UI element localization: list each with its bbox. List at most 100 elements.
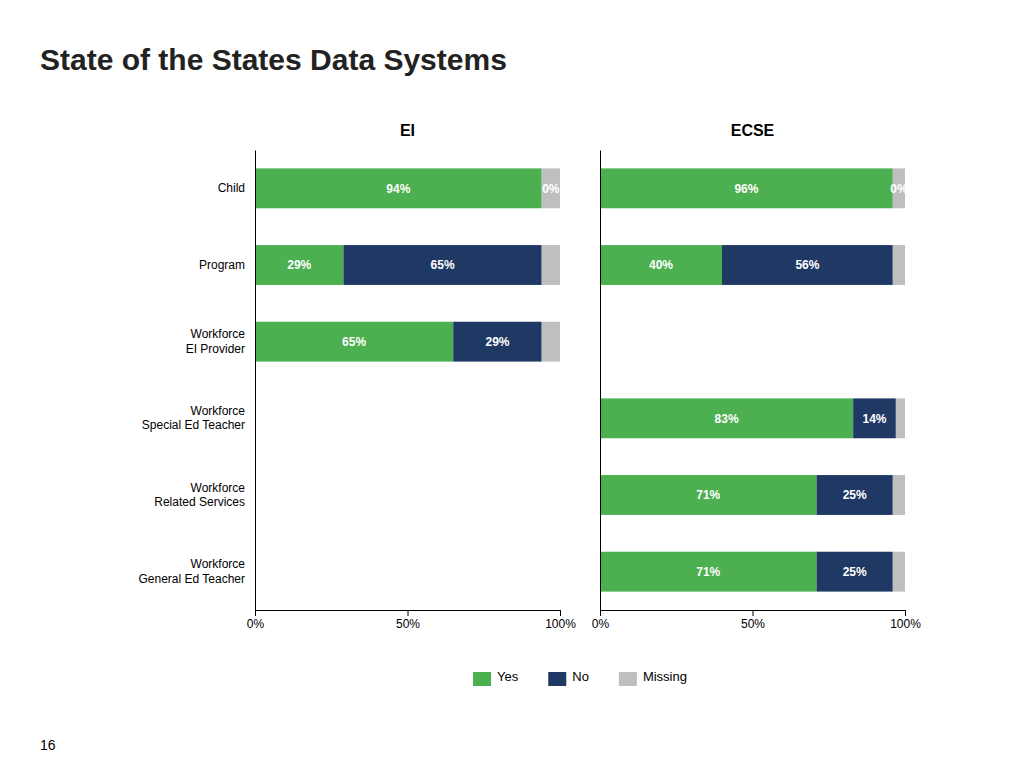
data-label: 65% <box>431 258 455 272</box>
y-axis-line <box>600 151 601 611</box>
bar-segment <box>255 168 542 208</box>
legend-label: Yes <box>497 669 519 684</box>
legend-item: Yes <box>473 669 519 686</box>
x-tick-mark <box>408 610 409 616</box>
legend-item: Missing <box>619 669 687 686</box>
data-label: 83% <box>715 412 739 426</box>
data-label: 65% <box>342 335 366 349</box>
x-tick-label: 50% <box>396 617 420 631</box>
x-axis: 0% 50% 100% <box>247 610 576 631</box>
y-tick: Program <box>199 258 245 272</box>
category-label: Child <box>218 181 245 195</box>
x-tick-label: 50% <box>741 617 765 631</box>
plot-area <box>600 168 905 591</box>
bar-segment <box>255 322 453 362</box>
y-tick: WorkforceGeneral Ed Teacher <box>138 557 245 585</box>
x-tick: 50% <box>741 610 765 631</box>
data-label: 0% <box>542 182 560 196</box>
data-label: 71% <box>696 565 720 579</box>
bar-segment <box>600 398 853 438</box>
x-tick-mark <box>255 610 256 616</box>
legend-item: No <box>548 669 589 686</box>
category-label-line: Workforce <box>191 557 246 571</box>
x-tick: 50% <box>396 610 420 631</box>
category-label: WorkforceGeneral Ed Teacher <box>138 557 245 585</box>
bar-segment <box>542 245 560 285</box>
legend-label: Missing <box>643 669 687 684</box>
category-label-line: EI Provider <box>186 342 245 356</box>
category-label-line: Related Services <box>154 495 245 509</box>
legend: Yes No Missing <box>473 669 687 686</box>
category-label: WorkforceSpecial Ed Teacher <box>142 404 246 432</box>
x-tick-label: 0% <box>247 617 265 631</box>
x-tick-mark <box>600 610 601 616</box>
x-axis-line <box>256 611 561 617</box>
legend-swatch <box>548 672 566 686</box>
x-tick-label: 100% <box>890 617 921 631</box>
chart-panel: 94% 0% 29% 65% 65% 29% 0% 50% 100% Child Program Wo… <box>138 122 576 631</box>
category-label: WorkforceRelated Services <box>154 481 245 509</box>
category-label-line: Special Ed Teacher <box>142 418 245 432</box>
data-label: 56% <box>795 258 819 272</box>
category-label-line: Child <box>218 181 245 195</box>
data-labels: 96% 0% 40% 56% 83% 14% 71% 25% 71% 25% <box>649 182 908 579</box>
x-tick: 100% <box>890 610 921 631</box>
bar-segment <box>600 245 722 285</box>
y-tick: WorkforceRelated Services <box>154 481 245 509</box>
page-number: 16 <box>40 737 56 753</box>
legend-swatch <box>473 672 491 686</box>
bar-segment <box>893 552 905 592</box>
legend-label: No <box>572 669 589 684</box>
data-label: 96% <box>734 182 758 196</box>
bar-segment <box>343 245 541 285</box>
bar-segment <box>453 322 541 362</box>
bar-segment <box>817 475 893 515</box>
x-tick-mark <box>753 610 754 616</box>
y-axis-line <box>255 151 256 611</box>
x-axis: 0% 50% 100% <box>592 610 921 631</box>
bar-segment <box>600 168 893 208</box>
category-label-line: General Ed Teacher <box>138 572 245 586</box>
data-label: 29% <box>485 335 509 349</box>
bar-segment <box>600 552 817 592</box>
plot-area <box>255 168 560 361</box>
bar-segment <box>255 245 343 285</box>
x-tick: 0% <box>247 610 265 631</box>
data-labels: 94% 0% 29% 65% 65% 29% <box>287 182 560 349</box>
x-tick: 100% <box>545 610 576 631</box>
category-label-line: Workforce <box>191 327 246 341</box>
y-axis <box>600 151 601 611</box>
chart-title: EI <box>400 122 415 139</box>
data-label: 25% <box>843 488 867 502</box>
x-axis-line <box>601 611 906 617</box>
chart-page: State of the States Data Systems94%0%29%… <box>0 0 1024 768</box>
legend-swatch <box>619 672 637 686</box>
y-axis: ChildProgramWorkforceEI ProviderWorkforc… <box>138 151 255 611</box>
x-tick-label: 0% <box>592 617 610 631</box>
category-label-line: Workforce <box>191 481 246 495</box>
data-label: 71% <box>696 488 720 502</box>
data-label: 25% <box>843 565 867 579</box>
data-label: 0% <box>890 182 908 196</box>
chart-panel: 96% 0% 40% 56% 83% 14% 71% 25% 71% 25% 0% 50% 100% EC… <box>592 122 921 631</box>
y-tick: WorkforceSpecial Ed Teacher <box>142 404 246 432</box>
data-label: 14% <box>862 412 886 426</box>
category-label: WorkforceEI Provider <box>186 327 246 355</box>
category-label-line: Program <box>199 258 245 272</box>
bar-segment <box>722 245 893 285</box>
data-label: 94% <box>386 182 410 196</box>
y-tick: WorkforceEI Provider <box>186 327 246 355</box>
bar-segment <box>600 475 817 515</box>
data-label: 40% <box>649 258 673 272</box>
bar-segment <box>896 398 905 438</box>
x-tick-label: 100% <box>545 617 576 631</box>
bar-segment <box>817 552 893 592</box>
bar-segment <box>542 322 560 362</box>
bar-segment <box>853 398 896 438</box>
chart-title: ECSE <box>731 122 775 139</box>
category-label: Program <box>199 258 245 272</box>
data-label: 29% <box>287 258 311 272</box>
x-tick-mark <box>560 610 561 616</box>
x-tick-mark <box>905 610 906 616</box>
bar-segment <box>893 475 905 515</box>
